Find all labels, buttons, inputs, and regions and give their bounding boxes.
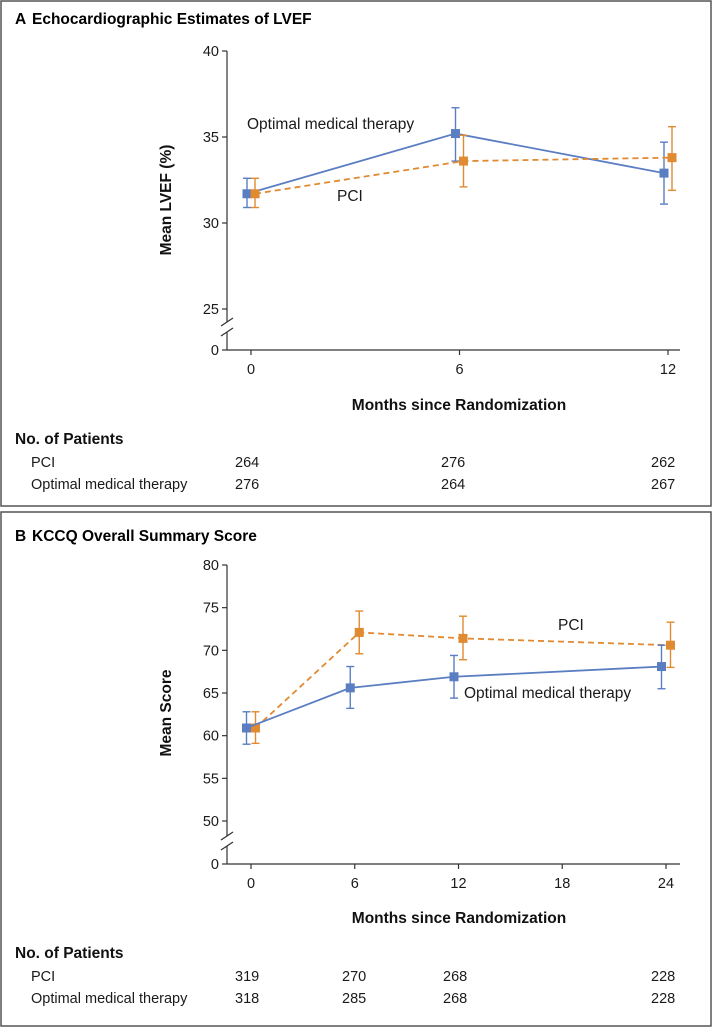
- panel-b-axis-break-mark: [220, 831, 234, 841]
- panel-b-ylabel: Mean Score: [158, 669, 175, 756]
- panel-b-y-tick-label: 70: [203, 643, 219, 659]
- panel-b-row-pci-val-1: 270: [342, 969, 366, 985]
- panel-b-row-omt-val-3: 228: [651, 991, 675, 1007]
- panel-b-row-pci-val-3: 228: [651, 969, 675, 985]
- panel-a-series-pci-point: [459, 156, 468, 166]
- panel-b-letter: B: [15, 528, 26, 545]
- panel-a-row-pci-val-1: 276: [441, 455, 465, 471]
- panel-a-y-tick-label: 0: [211, 343, 219, 359]
- panel-a-letter: A: [15, 11, 26, 28]
- panel-b-x-tick-label: 18: [554, 876, 570, 892]
- panel-b-series-omt-line: [246, 665, 662, 729]
- panel-b-xlabel: Months since Randomization: [352, 910, 566, 927]
- panel-a-series-pci-point: [667, 153, 677, 163]
- panel-b-x-tick-label: 6: [351, 876, 359, 892]
- panel-b-border: [0, 511, 712, 1027]
- panel-b-y-tick-label: 80: [203, 558, 219, 574]
- panel-a-series-omt-point: [451, 129, 460, 139]
- panel-a-axis-break-mark: [220, 317, 234, 327]
- panel-a-xlabel: Months since Randomization: [352, 397, 566, 414]
- panel-a-row-pci-label: PCI: [31, 455, 55, 471]
- panel-b-series-pci-point: [666, 640, 675, 650]
- panel-b-series-omt-point: [657, 662, 666, 672]
- panel-b-x-tick-label: 12: [450, 876, 466, 892]
- panel-b-series-pci-point: [458, 633, 468, 643]
- panel-a-row-omt-val-1: 264: [441, 477, 465, 493]
- panel-b-y-tick-label: 75: [203, 601, 219, 617]
- panel-b-row-omt-val-0: 318: [235, 991, 259, 1007]
- panel-b-title: KCCQ Overall Summary Score: [32, 528, 257, 545]
- panel-b-y-tick-label: 60: [203, 729, 219, 745]
- panel-a-series-pci-point: [250, 189, 260, 199]
- panel-b-series-pci-point: [354, 627, 364, 637]
- panel-b-x-tick-label: 24: [658, 876, 674, 892]
- panel-b-series-pci-point: [251, 723, 260, 733]
- panel-b-row-pci-label: PCI: [31, 969, 55, 985]
- panel-b-row-omt-label: Optimal medical therapy: [31, 991, 188, 1007]
- panel-a-y-tick-label: 40: [203, 44, 219, 60]
- panel-a-x-tick-label: 0: [247, 362, 255, 378]
- panel-a-table-heading: No. of Patients: [15, 431, 124, 448]
- panel-b-table-heading: No. of Patients: [15, 945, 124, 962]
- panel-a-pci-label: PCI: [337, 188, 363, 205]
- panel-a-series-omt-point: [242, 189, 252, 199]
- panel-a-row-pci-val-2: 262: [651, 455, 675, 471]
- panel-b-y-tick-label: 0: [211, 857, 219, 873]
- panel-b-plot: 50 55 60 65 70 75 80 0 0 6 12 18 24: [203, 558, 680, 892]
- panel-b-x-tick-label: 0: [247, 876, 255, 892]
- panel-a-series-omt-point: [659, 168, 669, 178]
- panel-a-row-omt-label: Optimal medical therapy: [31, 477, 188, 493]
- panel-b-row-pci-val-2: 268: [443, 969, 467, 985]
- panel-b-series-omt-point: [449, 672, 459, 682]
- panel-b-row-omt-val-1: 285: [342, 991, 366, 1007]
- panel-b-omt-label: Optimal medical therapy: [464, 685, 631, 702]
- panel-a-y-tick-label: 30: [203, 216, 219, 232]
- panel-b-axis-break-mark: [220, 841, 234, 851]
- panel-a-y-tick-label: 25: [203, 302, 219, 318]
- panel-b-row-omt-val-2: 268: [443, 991, 467, 1007]
- panel-b-y-tick-label: 55: [203, 771, 219, 787]
- panel-a-row-omt-val-0: 276: [235, 477, 259, 493]
- panel-b-pci-label: PCI: [558, 617, 584, 634]
- panel-a-border: [0, 0, 712, 507]
- panel-a-title: Echocardiographic Estimates of LVEF: [32, 11, 312, 28]
- panel-a-x-tick-label: 6: [455, 362, 463, 378]
- panel-a-y-tick-label: 35: [203, 130, 219, 146]
- panel-a-axis-break-mark: [220, 327, 234, 337]
- panel-b-series-pci-line: [254, 631, 671, 729]
- panel-b-y-tick-label: 65: [203, 686, 219, 702]
- panel-a-x-tick-label: 12: [660, 362, 676, 378]
- panel-a-ylabel: Mean LVEF (%): [158, 145, 175, 256]
- panel-a-plot: 25 30 35 40 0 0 6 12: [203, 44, 680, 378]
- panel-b-row-pci-val-0: 319: [235, 969, 259, 985]
- panel-b-series-omt-point: [345, 683, 355, 693]
- panel-a-row-omt-val-2: 267: [651, 477, 675, 493]
- panel-a-omt-label: Optimal medical therapy: [247, 116, 414, 133]
- panel-a-row-pci-val-0: 264: [235, 455, 259, 471]
- panel-b-y-tick-label: 50: [203, 814, 219, 830]
- panel-b-series-omt-point: [242, 723, 251, 733]
